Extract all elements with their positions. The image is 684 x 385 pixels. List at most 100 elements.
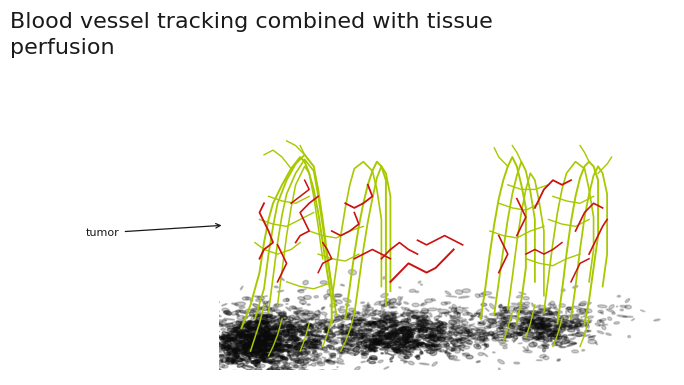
Ellipse shape	[234, 358, 237, 360]
Ellipse shape	[458, 328, 466, 333]
Ellipse shape	[423, 319, 428, 321]
Ellipse shape	[417, 335, 422, 337]
Ellipse shape	[273, 339, 277, 341]
Ellipse shape	[276, 334, 281, 336]
Ellipse shape	[276, 346, 281, 348]
Ellipse shape	[386, 341, 395, 344]
Ellipse shape	[247, 348, 256, 350]
Ellipse shape	[411, 316, 419, 319]
Ellipse shape	[306, 335, 313, 336]
Ellipse shape	[226, 323, 233, 325]
Ellipse shape	[334, 331, 341, 335]
Ellipse shape	[360, 322, 365, 327]
Ellipse shape	[248, 342, 256, 344]
Ellipse shape	[527, 318, 533, 321]
Ellipse shape	[418, 281, 421, 283]
Ellipse shape	[453, 310, 458, 313]
Ellipse shape	[235, 339, 242, 343]
Ellipse shape	[253, 318, 262, 319]
Ellipse shape	[298, 328, 302, 332]
Ellipse shape	[237, 362, 244, 364]
Ellipse shape	[412, 337, 423, 341]
Ellipse shape	[412, 303, 419, 307]
Ellipse shape	[356, 342, 363, 345]
Ellipse shape	[319, 342, 321, 346]
Ellipse shape	[372, 336, 379, 339]
Ellipse shape	[585, 309, 592, 313]
Ellipse shape	[187, 335, 194, 338]
Ellipse shape	[440, 335, 447, 338]
Ellipse shape	[490, 323, 494, 325]
Ellipse shape	[234, 335, 237, 339]
Ellipse shape	[380, 343, 388, 345]
Ellipse shape	[509, 323, 512, 324]
Ellipse shape	[307, 345, 309, 348]
Ellipse shape	[282, 357, 289, 359]
Ellipse shape	[289, 351, 294, 353]
Ellipse shape	[359, 333, 365, 336]
Ellipse shape	[529, 323, 531, 326]
Ellipse shape	[534, 328, 538, 333]
Ellipse shape	[352, 331, 360, 335]
Ellipse shape	[368, 339, 376, 342]
Ellipse shape	[272, 327, 277, 329]
Ellipse shape	[221, 344, 224, 346]
Ellipse shape	[235, 342, 245, 346]
Ellipse shape	[241, 334, 246, 336]
Ellipse shape	[222, 338, 228, 341]
Ellipse shape	[377, 341, 382, 344]
Ellipse shape	[233, 353, 237, 356]
Ellipse shape	[263, 357, 268, 362]
Ellipse shape	[231, 364, 233, 365]
Ellipse shape	[366, 345, 368, 348]
Ellipse shape	[337, 353, 348, 354]
Ellipse shape	[353, 346, 360, 352]
Ellipse shape	[264, 327, 269, 332]
Ellipse shape	[246, 335, 254, 338]
Ellipse shape	[252, 351, 260, 355]
Ellipse shape	[386, 315, 396, 318]
Ellipse shape	[373, 321, 381, 325]
Ellipse shape	[489, 331, 494, 335]
Ellipse shape	[390, 318, 397, 323]
Ellipse shape	[237, 320, 241, 322]
Ellipse shape	[264, 333, 267, 335]
Ellipse shape	[391, 329, 394, 332]
Text: Blood vessel tracking combined with tissue
perfusion: Blood vessel tracking combined with tiss…	[10, 12, 493, 58]
Ellipse shape	[255, 348, 257, 349]
Ellipse shape	[324, 330, 327, 333]
Ellipse shape	[372, 339, 382, 343]
Ellipse shape	[267, 341, 275, 345]
Ellipse shape	[363, 336, 367, 338]
Ellipse shape	[274, 333, 279, 335]
Ellipse shape	[371, 358, 377, 360]
Ellipse shape	[451, 320, 455, 322]
Ellipse shape	[228, 337, 233, 341]
Ellipse shape	[402, 331, 405, 334]
Ellipse shape	[235, 336, 237, 338]
Ellipse shape	[242, 372, 246, 374]
Ellipse shape	[361, 361, 365, 363]
Ellipse shape	[529, 321, 532, 322]
Ellipse shape	[237, 344, 244, 347]
Ellipse shape	[404, 356, 408, 358]
Ellipse shape	[237, 360, 243, 361]
Ellipse shape	[568, 310, 573, 313]
Ellipse shape	[403, 345, 406, 346]
Ellipse shape	[239, 348, 242, 350]
Ellipse shape	[533, 326, 540, 329]
Ellipse shape	[417, 316, 424, 318]
Ellipse shape	[325, 316, 326, 317]
Ellipse shape	[428, 335, 432, 337]
Ellipse shape	[248, 346, 256, 350]
Ellipse shape	[317, 362, 325, 366]
Ellipse shape	[380, 330, 385, 333]
Ellipse shape	[271, 343, 281, 345]
Ellipse shape	[572, 350, 579, 353]
Ellipse shape	[437, 320, 442, 324]
Ellipse shape	[402, 312, 404, 316]
Ellipse shape	[287, 344, 293, 347]
Ellipse shape	[390, 315, 396, 318]
Ellipse shape	[376, 331, 381, 334]
Ellipse shape	[224, 311, 231, 315]
